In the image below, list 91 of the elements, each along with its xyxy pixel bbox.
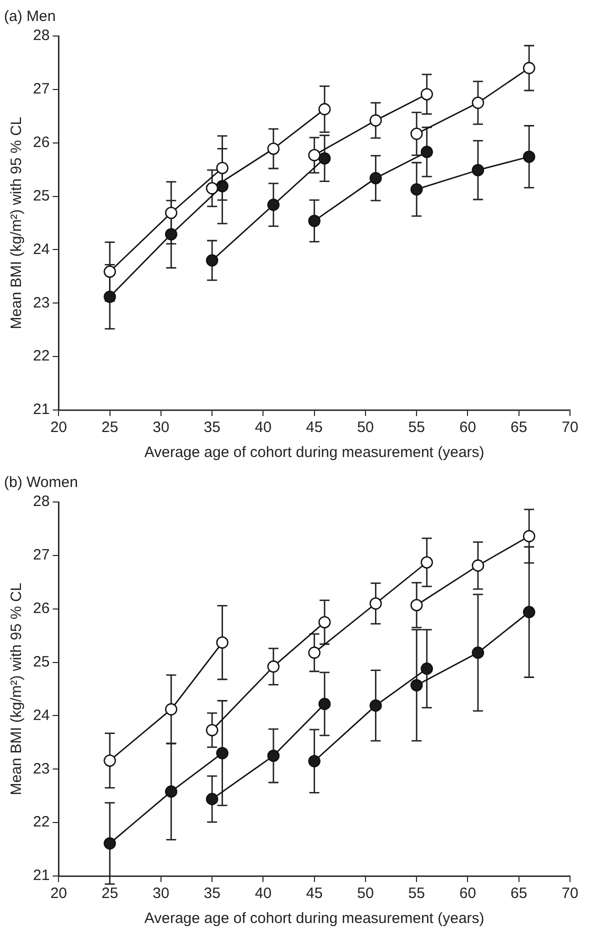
point — [206, 792, 218, 806]
point — [420, 556, 433, 569]
point — [104, 265, 116, 278]
x-axis-title: Average age of cohort during measurement (years) — [144, 444, 484, 462]
point — [522, 62, 536, 74]
x-tick-label: 55 — [408, 885, 425, 902]
x-tick-label: 30 — [152, 885, 170, 902]
point — [420, 662, 433, 675]
point — [318, 152, 331, 164]
point — [165, 228, 178, 240]
chart-title: (a) Men — [4, 8, 56, 26]
y-tick-label: 26 — [32, 600, 50, 617]
point — [104, 754, 116, 767]
point — [104, 837, 116, 850]
y-tick-label: 27 — [32, 80, 50, 98]
point — [308, 214, 320, 228]
x-tick-label: 20 — [50, 419, 68, 436]
point — [206, 724, 218, 736]
x-tick-label: 35 — [204, 885, 220, 902]
x-tick-label: 40 — [254, 885, 272, 902]
point — [308, 754, 320, 768]
x-tick-label: 40 — [254, 419, 272, 436]
y-tick-label: 22 — [32, 348, 50, 365]
x-tick-label: 65 — [510, 885, 528, 902]
x-tick-label: 50 — [357, 885, 374, 902]
point — [472, 164, 484, 176]
y-tick-label: 25 — [32, 187, 50, 204]
x-tick-label: 70 — [562, 885, 578, 902]
point — [216, 746, 228, 760]
x-tick-label: 70 — [562, 419, 578, 436]
point — [308, 148, 320, 162]
point — [410, 183, 423, 196]
point — [267, 660, 280, 673]
point — [522, 150, 536, 163]
point — [420, 146, 433, 158]
point — [206, 254, 218, 267]
point — [267, 750, 280, 762]
x-tick-label: 60 — [459, 885, 476, 902]
point — [410, 598, 423, 612]
y-tick-label: 27 — [32, 546, 50, 564]
y-tick-label: 21 — [32, 867, 50, 884]
x-tick-label: 65 — [510, 419, 528, 436]
point — [410, 679, 423, 692]
point — [522, 606, 536, 618]
x-tick-label: 20 — [50, 885, 68, 902]
y-tick-label: 24 — [32, 706, 50, 724]
y-tick-label: 23 — [32, 294, 50, 312]
x-tick-label: 35 — [204, 419, 220, 436]
point — [216, 636, 228, 649]
x-tick-label: 45 — [306, 419, 323, 436]
x-tick-label: 25 — [101, 419, 118, 436]
point — [267, 198, 280, 211]
y-tick-label: 26 — [32, 134, 50, 151]
point — [318, 103, 331, 116]
y-axis-title: Mean BMI (kg/m²) with 95 % CL — [8, 582, 26, 796]
point — [370, 597, 382, 610]
x-tick-label: 25 — [101, 885, 118, 902]
point — [318, 616, 331, 628]
point — [522, 530, 536, 542]
point — [165, 785, 178, 798]
point — [165, 206, 178, 219]
point — [206, 182, 218, 194]
x-tick-label: 60 — [459, 419, 476, 436]
point — [472, 646, 484, 659]
x-axis-title: Average age of cohort during measurement (years) — [144, 910, 484, 928]
x-tick-label: 30 — [152, 419, 170, 436]
point — [472, 559, 484, 572]
point — [318, 698, 331, 710]
y-axis-title: Mean BMI (kg/m²) with 95 % CL — [8, 116, 26, 330]
point — [472, 96, 484, 109]
y-tick-label: 25 — [32, 653, 50, 670]
y-tick-label: 23 — [32, 760, 50, 778]
y-tick-label: 28 — [32, 27, 50, 44]
point — [216, 162, 228, 174]
point — [308, 646, 320, 659]
x-tick-label: 55 — [408, 419, 425, 436]
point — [420, 88, 433, 100]
y-tick-label: 22 — [32, 814, 50, 831]
y-tick-label: 21 — [32, 401, 50, 418]
chart-title: (b) Women — [4, 474, 78, 492]
point — [370, 699, 382, 712]
y-tick-label: 24 — [32, 240, 50, 258]
point — [104, 290, 116, 303]
point — [410, 128, 423, 140]
y-tick-label: 28 — [32, 493, 50, 510]
point — [370, 172, 382, 184]
x-tick-label: 45 — [306, 885, 323, 902]
x-tick-label: 50 — [357, 419, 374, 436]
point — [370, 114, 382, 127]
point — [267, 142, 280, 155]
point — [165, 703, 178, 716]
